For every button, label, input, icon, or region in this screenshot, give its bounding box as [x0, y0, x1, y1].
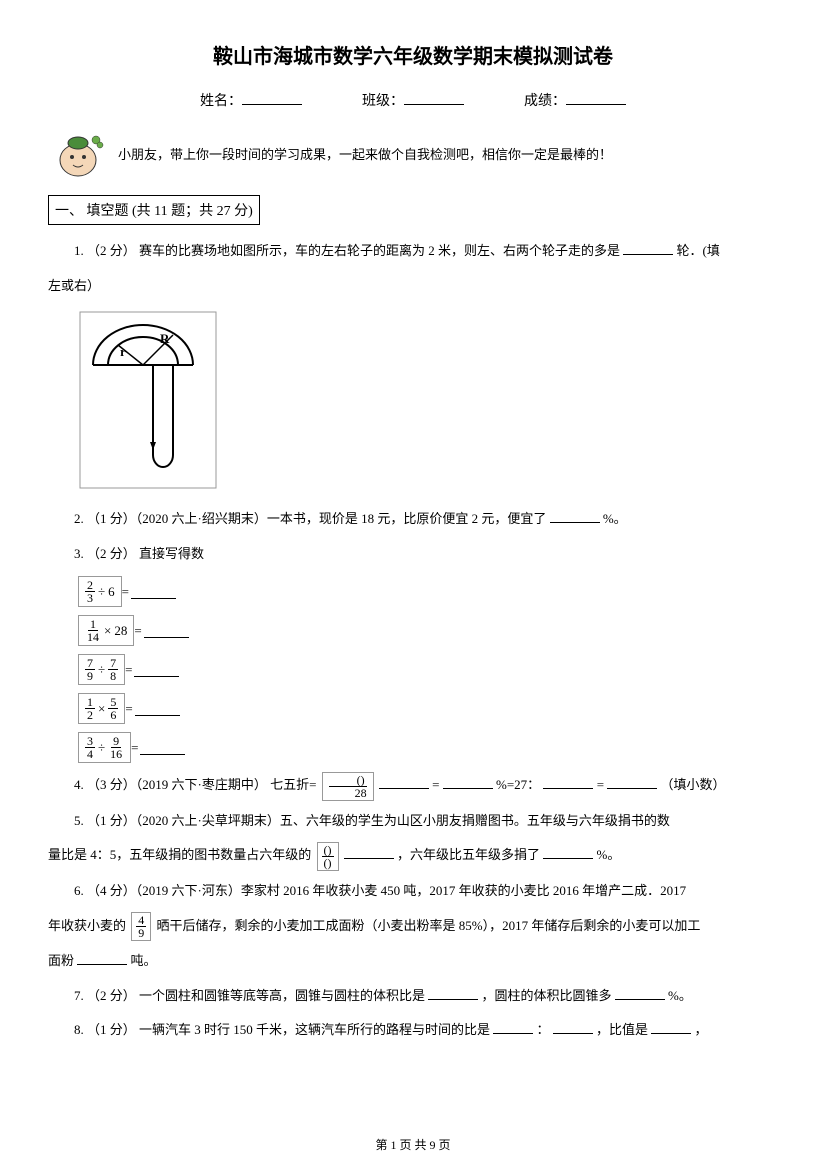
q6-line2-mid: 晒干后储存，剩余的小麦加工成面粉（小麦出粉率是 85%），2017 年储存后剩余…: [157, 918, 701, 933]
q2-prefix: 2. （1 分）（2020 六上·绍兴期末）一本书，现价是 18 元，比原价便宜…: [74, 511, 546, 526]
q2-suffix: %。: [603, 511, 627, 526]
q4-blank2: [443, 775, 493, 789]
equation-1: 23 ÷ 6 =: [78, 576, 778, 607]
q7-prefix: 7. （2 分） 一个圆柱和圆锥等底等高，圆锥与圆柱的体积比是: [74, 988, 425, 1003]
eq1-blank: [131, 585, 176, 599]
eq-equals: =: [122, 584, 129, 600]
eq-equals: =: [131, 740, 138, 756]
score-label: 成绩：: [524, 90, 566, 110]
question-2: 2. （1 分）（2020 六上·绍兴期末）一本书，现价是 18 元，比原价便宜…: [48, 505, 778, 534]
q4-mid3: =: [597, 777, 604, 792]
q2-blank: [550, 509, 600, 523]
score-field: 成绩：: [524, 89, 626, 110]
eq4-expr: 12 × 56: [78, 693, 125, 724]
q1-figure: r R: [78, 310, 778, 495]
page-footer: 第 1 页 共 9 页: [0, 1136, 826, 1153]
equation-5: 34 ÷ 916 =: [78, 732, 778, 763]
q4-suffix: （填小数）: [661, 777, 726, 792]
eq4-blank: [135, 702, 180, 716]
q4-prefix: 4. （3 分）（2019 六下·枣庄期中） 七五折=: [74, 777, 316, 792]
eq3-expr: 79 ÷ 78: [78, 654, 125, 685]
eq5-blank: [140, 741, 185, 755]
equation-3: 79 ÷ 78 =: [78, 654, 778, 685]
q8-mid: ：: [537, 1022, 550, 1037]
score-blank: [566, 89, 626, 105]
q6-line2-prefix: 年收获小麦的: [48, 918, 126, 933]
question-8: 8. （1 分） 一辆汽车 3 时行 150 千米，这辆汽车所行的路程与时间的比…: [48, 1016, 778, 1045]
q8-blank2: [553, 1020, 593, 1034]
q6-line3-suffix: 吨。: [131, 953, 157, 968]
question-5-line1: 5. （1 分）（2020 六上·尖草坪期末）五、六年级的学生为山区小朋友捐赠图…: [48, 807, 778, 836]
class-blank: [404, 89, 464, 105]
info-row: 姓名： 班级： 成绩：: [48, 89, 778, 110]
mascot-icon: [48, 125, 108, 185]
q6-line3-prefix: 面粉: [48, 953, 74, 968]
q8-prefix: 8. （1 分） 一辆汽车 3 时行 150 千米，这辆汽车所行的路程与时间的比…: [74, 1022, 490, 1037]
question-6-line1: 6. （4 分）（2019 六下·河东）李家村 2016 年收获小麦 450 吨…: [48, 877, 778, 906]
question-6-line2: 年收获小麦的 49 晒干后储存，剩余的小麦加工成面粉（小麦出粉率是 85%），2…: [48, 912, 778, 942]
name-field: 姓名：: [200, 89, 302, 110]
eq5-expr: 34 ÷ 916: [78, 732, 131, 763]
q5-blank1: [344, 845, 394, 859]
q1-suffix: 轮．(填: [677, 243, 720, 258]
intro-text: 小朋友，带上你一段时间的学习成果，一起来做个自我检测吧，相信你一定是最棒的！: [118, 145, 612, 166]
q1-line2: 左或右）: [48, 272, 778, 301]
question-5-line2: 量比是 4：5，五年级捐的图书数量占六年级的 ()() ，六年级比五年级多捐了 …: [48, 841, 778, 871]
q8-blank3: [651, 1020, 691, 1034]
q4-blank1: [379, 775, 429, 789]
q5-fraction: ()(): [317, 842, 339, 871]
name-blank: [242, 89, 302, 105]
q6-fraction: 49: [131, 912, 151, 941]
q4-fraction: ()28: [322, 772, 374, 801]
q4-mid2: %=27：: [496, 777, 540, 792]
eq-equals: =: [125, 662, 132, 678]
q5-suffix: %。: [597, 847, 621, 862]
eq2-blank: [144, 624, 189, 638]
equation-4: 12 × 56 =: [78, 693, 778, 724]
intro-row: 小朋友，带上你一段时间的学习成果，一起来做个自我检测吧，相信你一定是最棒的！: [48, 125, 778, 185]
q7-blank1: [428, 986, 478, 1000]
question-6-line3: 面粉 吨。: [48, 947, 778, 976]
class-field: 班级：: [362, 89, 464, 110]
eq-equals: =: [134, 623, 141, 639]
question-7: 7. （2 分） 一个圆柱和圆锥等底等高，圆锥与圆柱的体积比是 ，圆柱的体积比圆…: [48, 982, 778, 1011]
q7-suffix: %。: [668, 988, 692, 1003]
q7-mid: ，圆柱的体积比圆锥多: [482, 988, 612, 1003]
name-label: 姓名：: [200, 90, 242, 110]
class-label: 班级：: [362, 90, 404, 110]
q8-blank1: [493, 1020, 533, 1034]
q8-suffix: ，: [695, 1022, 708, 1037]
q4-blank3: [543, 775, 593, 789]
q5-blank2: [543, 845, 593, 859]
eq3-blank: [134, 663, 179, 677]
q5-line2-prefix: 量比是 4：5，五年级捐的图书数量占六年级的: [48, 847, 311, 862]
q4-mid1: =: [432, 777, 439, 792]
page-title: 鞍山市海城市数学六年级数学期末模拟测试卷: [48, 40, 778, 69]
q6-blank: [77, 951, 127, 965]
svg-text:R: R: [160, 331, 170, 346]
q7-blank2: [615, 986, 665, 1000]
question-1: 1. （2 分） 赛车的比赛场地如图所示，车的左右轮子的距离为 2 米，则左、右…: [48, 237, 778, 266]
q4-blank4: [607, 775, 657, 789]
eq2-expr: 114 × 28: [78, 615, 134, 646]
equation-2: 114 × 28 =: [78, 615, 778, 646]
q1-blank: [623, 241, 673, 255]
question-4: 4. （3 分）（2019 六下·枣庄期中） 七五折= ()28 = %=27：…: [48, 771, 778, 801]
svg-text:r: r: [120, 344, 126, 359]
section-1-header: 一、 填空题 (共 11 题；共 27 分): [48, 195, 260, 225]
question-3: 3. （2 分） 直接写得数: [48, 540, 778, 569]
q8-mid2: ，比值是: [596, 1022, 648, 1037]
eq-equals: =: [125, 701, 132, 717]
eq1-expr: 23 ÷ 6: [78, 576, 122, 607]
q5-mid: ，六年级比五年级多捐了: [397, 847, 540, 862]
q1-prefix: 1. （2 分） 赛车的比赛场地如图所示，车的左右轮子的距离为 2 米，则左、右…: [74, 243, 620, 258]
